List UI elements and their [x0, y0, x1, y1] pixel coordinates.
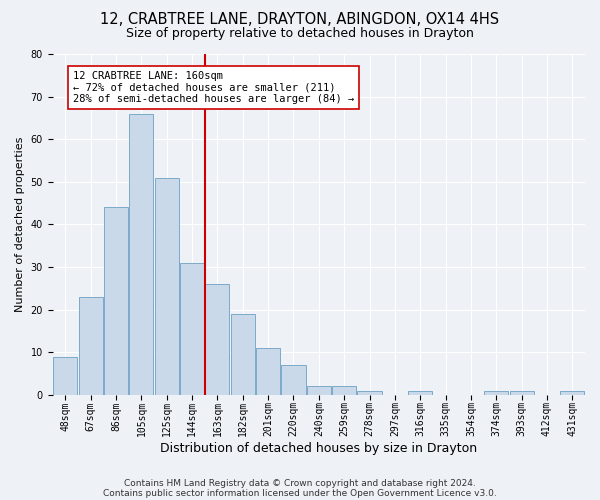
Bar	[509, 390, 533, 395]
Bar	[281, 365, 305, 395]
Bar	[256, 348, 280, 395]
Bar	[560, 390, 584, 395]
Bar	[130, 114, 154, 395]
Bar	[332, 386, 356, 395]
Text: 12 CRABTREE LANE: 160sqm
← 72% of detached houses are smaller (211)
28% of semi-: 12 CRABTREE LANE: 160sqm ← 72% of detach…	[73, 71, 354, 104]
X-axis label: Distribution of detached houses by size in Drayton: Distribution of detached houses by size …	[160, 442, 478, 455]
Bar	[408, 390, 432, 395]
Bar	[484, 390, 508, 395]
Text: 12, CRABTREE LANE, DRAYTON, ABINGDON, OX14 4HS: 12, CRABTREE LANE, DRAYTON, ABINGDON, OX…	[100, 12, 500, 28]
Bar	[231, 314, 255, 395]
Bar	[104, 208, 128, 395]
Bar	[358, 390, 382, 395]
Bar	[307, 386, 331, 395]
Bar	[205, 284, 229, 395]
Text: Contains HM Land Registry data © Crown copyright and database right 2024.: Contains HM Land Registry data © Crown c…	[124, 478, 476, 488]
Bar	[53, 356, 77, 395]
Bar	[180, 263, 204, 395]
Text: Contains public sector information licensed under the Open Government Licence v3: Contains public sector information licen…	[103, 488, 497, 498]
Text: Size of property relative to detached houses in Drayton: Size of property relative to detached ho…	[126, 28, 474, 40]
Bar	[79, 297, 103, 395]
Y-axis label: Number of detached properties: Number of detached properties	[15, 137, 25, 312]
Bar	[155, 178, 179, 395]
